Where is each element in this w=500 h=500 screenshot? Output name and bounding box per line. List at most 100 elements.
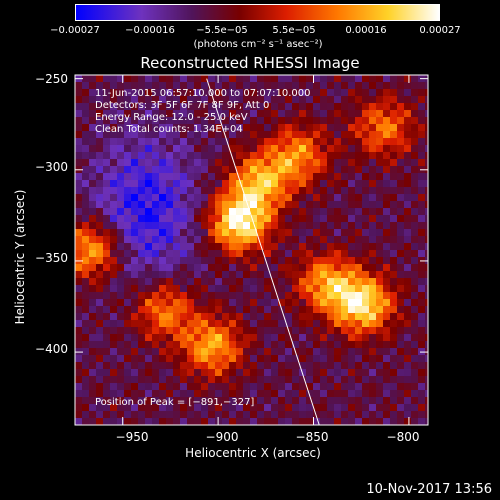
heatmap-cell	[159, 341, 166, 348]
heatmap-cell	[222, 404, 229, 411]
heatmap-cell	[397, 180, 404, 187]
heatmap-cell	[257, 117, 264, 124]
heatmap-cell	[327, 138, 334, 145]
heatmap-cell	[166, 75, 173, 82]
heatmap-cell	[425, 278, 428, 285]
heatmap-cell	[201, 201, 208, 208]
heatmap-cell	[425, 418, 428, 425]
heatmap-cell	[390, 376, 397, 383]
heatmap-cell	[124, 397, 131, 404]
heatmap-cell	[236, 285, 243, 292]
heatmap-cell	[348, 390, 355, 397]
heatmap-cell	[96, 229, 103, 236]
heatmap-cell	[194, 208, 201, 215]
heatmap-cell	[390, 404, 397, 411]
heatmap-cell	[89, 222, 96, 229]
heatmap-cell	[194, 257, 201, 264]
heatmap-cell	[103, 306, 110, 313]
heatmap-cell	[201, 236, 208, 243]
heatmap-cell	[208, 243, 215, 250]
heatmap-cell	[194, 390, 201, 397]
heatmap-cell	[187, 152, 194, 159]
heatmap-cell	[369, 348, 376, 355]
heatmap-cell	[369, 173, 376, 180]
heatmap-cell	[145, 404, 152, 411]
heatmap-cell	[425, 271, 428, 278]
heatmap-cell	[390, 187, 397, 194]
heatmap-cell	[425, 138, 428, 145]
heatmap-cell	[89, 145, 96, 152]
heatmap-cell	[376, 145, 383, 152]
heatmap-cell	[236, 145, 243, 152]
heatmap-cell	[194, 327, 201, 334]
heatmap-cell	[348, 299, 355, 306]
heatmap-cell	[341, 124, 348, 131]
heatmap-cell	[145, 75, 152, 82]
heatmap-cell	[292, 89, 299, 96]
heatmap-cell	[96, 89, 103, 96]
heatmap-cell	[222, 334, 229, 341]
heatmap-cell	[369, 411, 376, 418]
heatmap-cell	[320, 201, 327, 208]
heatmap-cell	[278, 313, 285, 320]
heatmap-cell	[166, 369, 173, 376]
heatmap-cell	[222, 166, 229, 173]
heatmap-cell	[341, 208, 348, 215]
heatmap-cell	[208, 383, 215, 390]
heatmap-cell	[222, 89, 229, 96]
heatmap-cell	[110, 376, 117, 383]
heatmap-cell	[390, 285, 397, 292]
heatmap-cell	[292, 152, 299, 159]
heatmap-cell	[187, 299, 194, 306]
heatmap-cell	[425, 285, 428, 292]
heatmap-cell	[411, 236, 418, 243]
heatmap-cell	[397, 96, 404, 103]
heatmap-cell	[110, 390, 117, 397]
heatmap-cell	[222, 103, 229, 110]
heatmap-cell	[348, 292, 355, 299]
heatmap-cell	[362, 313, 369, 320]
heatmap-cell	[159, 362, 166, 369]
heatmap-cell	[159, 152, 166, 159]
heatmap-cell	[390, 75, 397, 82]
heatmap-cell	[299, 145, 306, 152]
heatmap-cell	[152, 124, 159, 131]
heatmap-cell	[96, 299, 103, 306]
heatmap-cell	[131, 411, 138, 418]
heatmap-cell	[159, 320, 166, 327]
heatmap-cell	[194, 411, 201, 418]
heatmap-cell	[201, 362, 208, 369]
heatmap-cell	[110, 278, 117, 285]
heatmap-cell	[152, 131, 159, 138]
heatmap-cell	[75, 383, 82, 390]
heatmap-cell	[243, 75, 250, 82]
heatmap-cell	[257, 397, 264, 404]
heatmap-cell	[222, 236, 229, 243]
heatmap-cell	[124, 138, 131, 145]
heatmap-cell	[89, 383, 96, 390]
heatmap-cell	[208, 201, 215, 208]
heatmap-cell	[131, 341, 138, 348]
heatmap-cell	[369, 341, 376, 348]
heatmap-cell	[243, 334, 250, 341]
heatmap-cell	[397, 201, 404, 208]
heatmap-cell	[208, 103, 215, 110]
heatmap-cell	[131, 257, 138, 264]
heatmap-cell	[89, 236, 96, 243]
heatmap-cell	[306, 362, 313, 369]
heatmap-cell	[313, 278, 320, 285]
heatmap-cell	[306, 110, 313, 117]
heatmap-cell	[138, 173, 145, 180]
heatmap-cell	[334, 383, 341, 390]
heatmap-cell	[243, 124, 250, 131]
heatmap-cell	[341, 264, 348, 271]
heatmap-cell	[236, 103, 243, 110]
heatmap-cell	[411, 110, 418, 117]
heatmap-cell	[390, 117, 397, 124]
heatmap-cell	[138, 243, 145, 250]
heatmap-cell	[166, 306, 173, 313]
heatmap-cell	[355, 404, 362, 411]
heatmap-cell	[75, 348, 82, 355]
heatmap-cell	[362, 397, 369, 404]
heatmap-cell	[131, 75, 138, 82]
